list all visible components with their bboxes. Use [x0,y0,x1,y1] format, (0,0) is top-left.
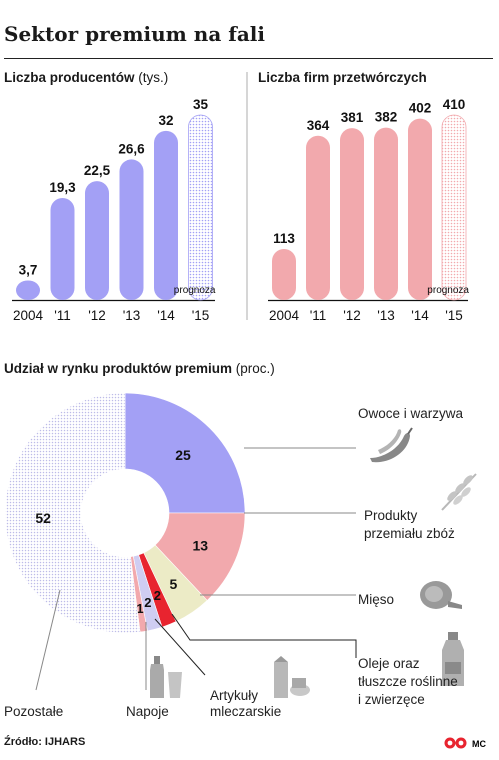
processors-value-label: 381 [341,110,364,125]
drinks-icon [150,656,182,698]
producers-value-label: 3,7 [19,262,38,277]
donut-value-label: 1 [136,601,143,616]
label-drinks: Napoje [126,704,169,719]
page-title: Sektor premium na fali [4,22,265,46]
donut-slice [4,392,141,634]
producers-value-label: 26,6 [118,141,145,156]
donut-value-label: 2 [144,595,151,610]
producers-category-label: '15 [192,308,210,323]
producers-bar [188,114,213,301]
producers-category-label: '14 [157,308,175,323]
producers-bar [119,159,144,300]
processors-category-label: '13 [377,308,395,323]
market-share-chart-title: Udział w rynku produktów premium (proc.) [4,361,275,376]
wheat-icon [441,473,477,511]
donut-callouts: Owoce i warzywa Produkty przemiału zbóż … [4,406,464,719]
producers-bar [154,130,178,300]
donut-value-label: 2 [154,588,161,603]
label-meat: Mięso [358,592,394,607]
producers-category-label: '11 [54,308,71,323]
producers-bars: 3,7 2004 19,3 '11 22,5 '12 26,6 '13 32 '14 35 '15 pr… [12,97,216,323]
processors-category-label: '14 [411,308,429,323]
processors-chart-title: Liczba firm przetwórczych [258,70,427,85]
processors-category-label: '15 [445,308,463,323]
donut-value-label: 13 [192,538,208,554]
processors-value-label: 382 [375,110,398,125]
processors-value-label: 113 [273,231,295,246]
donut-value-label: 52 [35,510,51,526]
producers-category-label: 2004 [13,308,44,323]
producers-category-label: '12 [88,308,106,323]
producers-value-label: 32 [158,113,173,128]
donut-slice [124,392,246,514]
producers-value-label: 22,5 [84,163,111,178]
processors-bar [441,114,467,301]
label-dairy-line1: Artykuły [210,688,258,703]
producers-bar [85,181,109,300]
logo-text: MC [472,739,486,749]
label-oils-line2: tłuszcze roślinne [358,674,458,689]
donut-value-label: 25 [175,447,191,463]
processors-category-label: 2004 [269,308,300,323]
processors-bar [408,118,432,300]
producers-value-label: 35 [193,97,209,112]
label-dairy-line2: mleczarskie [210,704,281,719]
label-oils-line1: Oleje oraz [358,656,420,671]
processors-category-label: '11 [310,308,327,323]
processors-bar [340,128,364,300]
dairy-icon [274,656,310,698]
donut-value-label: 5 [169,576,177,592]
processors-bar [374,127,398,300]
processors-category-label: '12 [343,308,361,323]
title-divider [4,58,493,59]
label-cereal-products-line2: przemiału zbóż [364,526,455,541]
producers-category-label: '13 [123,308,141,323]
producers-chart-title: Liczba producentów (tys.) [4,70,168,85]
label-cereal-products-line1: Produkty [364,508,418,523]
processors-value-label: 410 [443,97,466,112]
processors-value-label: 402 [409,101,432,116]
producers-bar [50,197,75,300]
publisher-logo: MC [444,737,486,749]
processors-value-label: 364 [307,118,330,133]
producers-value-label: 19,3 [49,180,76,195]
processors-bar [272,249,296,300]
processors-forecast-label: prognoza [427,285,469,296]
oil-bottle-icon [442,632,464,686]
ham-icon [420,581,462,609]
processors-chart-title-text: Liczba firm przetwórczych [258,70,427,85]
producers-chart-unit: (tys.) [138,70,169,85]
label-oils-line3: i zwierzęce [358,692,425,707]
market-share-chart-title-text: Udział w rynku produktów premium [4,361,233,376]
source-note: Źródło: IJHARS [4,736,86,748]
label-fruits-vegetables: Owoce i warzywa [358,406,464,421]
label-other: Pozostałe [4,704,63,719]
market-share-chart-unit: (proc.) [235,361,275,376]
producers-forecast-label: prognoza [174,285,216,296]
producers-chart-title-text: Liczba producentów [4,70,135,85]
chili-pepper-icon [370,427,413,463]
processors-bar [306,135,330,300]
processors-bars: 113 2004 364 '11 381 '12 382 '13 402 '14 410 '15 pro… [268,97,469,323]
producers-bar [16,280,40,300]
